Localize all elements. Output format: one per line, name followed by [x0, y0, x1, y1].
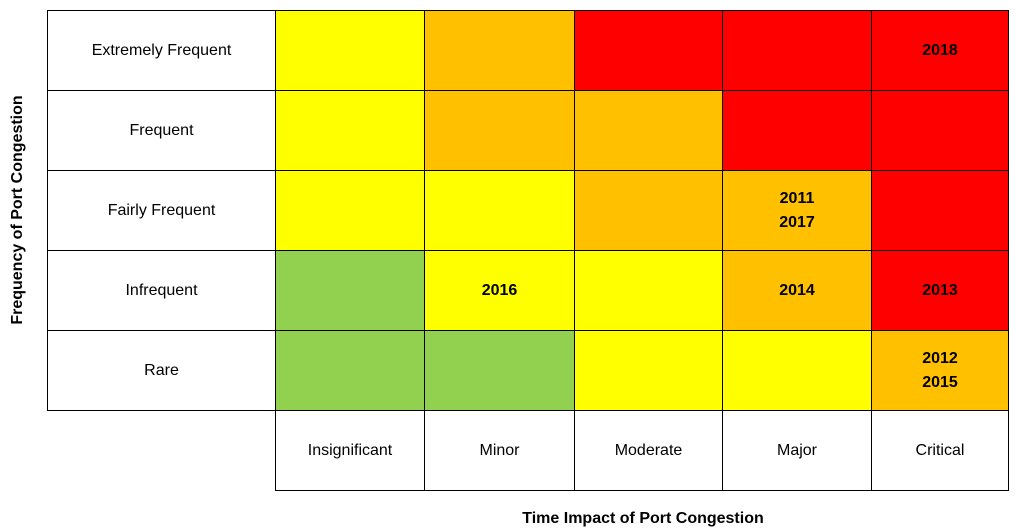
risk-cell	[275, 250, 425, 331]
risk-cell	[275, 10, 425, 91]
year-label: 2014	[779, 281, 815, 299]
x-axis-title: Time Impact of Port Congestion	[522, 510, 764, 527]
risk-cell	[424, 330, 575, 411]
row-label: Extremely Frequent	[47, 10, 276, 91]
row-label: Frequent	[47, 90, 276, 171]
risk-cell	[722, 90, 872, 171]
row-label: Infrequent	[47, 250, 276, 331]
risk-cell	[424, 10, 575, 91]
column-label: Major	[722, 410, 872, 491]
risk-cell	[574, 330, 723, 411]
risk-cell	[722, 330, 872, 411]
year-label: 2017	[779, 213, 815, 231]
row-label: Fairly Frequent	[47, 170, 276, 251]
risk-cell: 2012 2015	[871, 330, 1009, 411]
risk-cell	[574, 90, 723, 171]
risk-cell	[424, 90, 575, 171]
risk-cell	[275, 170, 425, 251]
year-label: 2015	[922, 373, 958, 391]
year-label: 2016	[481, 281, 518, 299]
risk-cell	[574, 250, 723, 331]
risk-cell	[275, 90, 425, 171]
risk-cell: 2013	[871, 250, 1009, 331]
risk-cell	[871, 170, 1009, 251]
y-axis-title: Frequency of Port Congestion	[9, 95, 26, 325]
year-label: 2018	[922, 41, 958, 59]
risk-cell: 2011 2017	[722, 170, 872, 251]
risk-cell	[275, 330, 425, 411]
column-label: Moderate	[574, 410, 723, 491]
column-label: Minor	[424, 410, 575, 491]
year-label: 2011	[779, 189, 815, 207]
year-label: 2013	[922, 281, 958, 299]
row-label: Rare	[47, 330, 276, 411]
column-label: Insignificant	[275, 410, 425, 491]
risk-cell: 2018	[871, 10, 1009, 91]
column-label: Critical	[871, 410, 1009, 491]
risk-cell: 2014	[722, 250, 872, 331]
risk-cell	[574, 10, 723, 91]
risk-cell	[424, 170, 575, 251]
risk-cell	[574, 170, 723, 251]
year-label: 2012	[922, 349, 958, 367]
risk-cell	[722, 10, 872, 91]
risk-cell: 2016	[424, 250, 575, 331]
risk-cell	[871, 90, 1009, 171]
